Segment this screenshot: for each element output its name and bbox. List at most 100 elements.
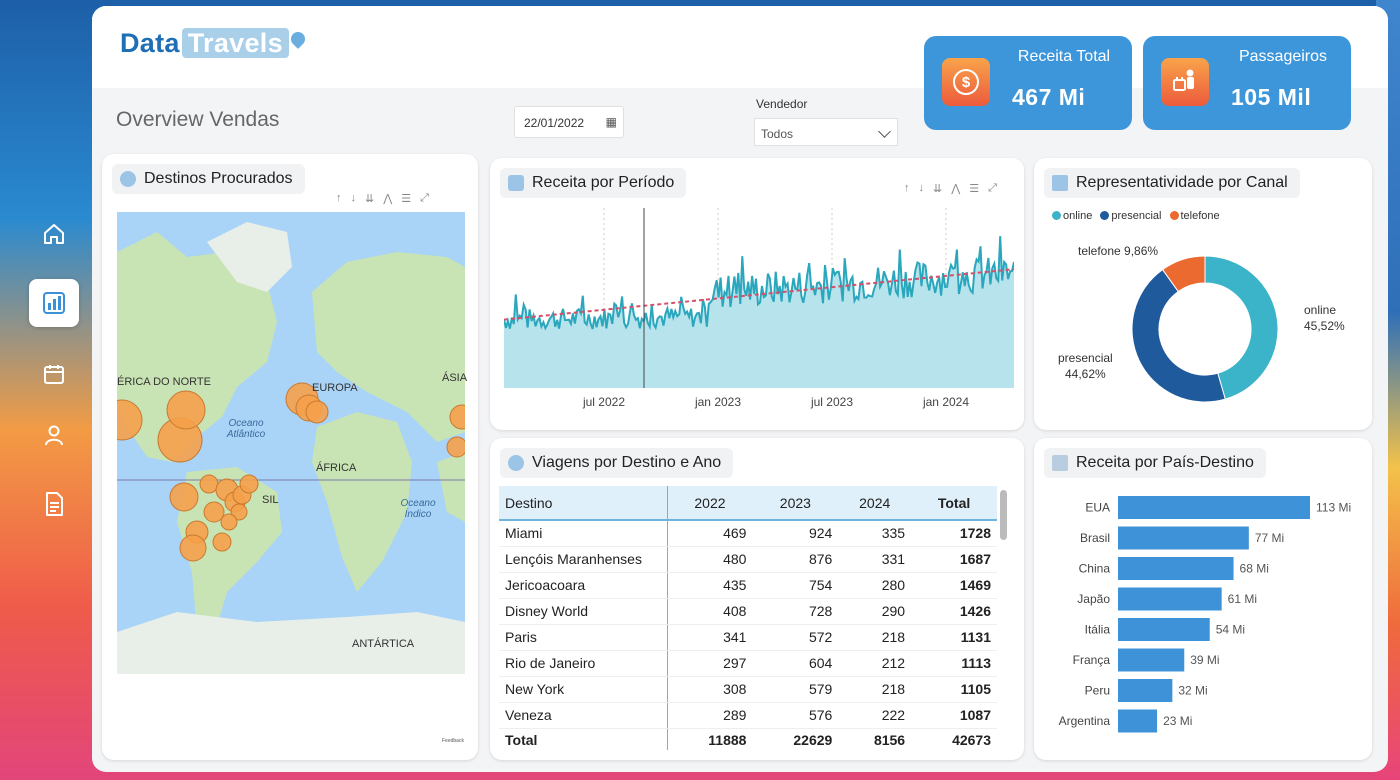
bar[interactable] [1118,709,1158,733]
table-cell: Paris [499,624,668,651]
table-row[interactable]: Jericoacoara 435 754 280 1469 [499,572,997,599]
table-row[interactable]: Paris 341 572 218 1131 [499,624,997,651]
nav-calendar[interactable] [29,350,79,398]
bar-chart-icon [43,292,65,314]
bar-value-label: 39 Mi [1190,653,1219,667]
revenue-line[interactable] [504,236,1014,331]
donut-slice[interactable] [1204,255,1279,400]
table-cell: 754 [752,572,839,599]
vendor-dropdown[interactable]: Todos [754,118,898,146]
x-tick-label: jul 2022 [582,395,625,409]
nav-home[interactable] [29,210,79,258]
bar[interactable] [1118,587,1222,611]
legend-presencial[interactable]: presencial [1100,210,1162,222]
table-cell: 1131 [911,624,997,651]
table-row[interactable]: Rio de Janeiro 297 604 212 1113 [499,650,997,677]
kpi-label: Passageiros [1238,48,1328,65]
sort-up-icon[interactable]: ↑ [904,182,910,194]
column-header[interactable]: 2024 [838,486,912,521]
table-row[interactable]: New York 308 579 218 1105 [499,676,997,703]
user-icon [45,425,63,446]
sort-down-icon[interactable]: ↓ [350,192,357,204]
table-cell: 579 [752,676,839,703]
revenue-line-chart[interactable]: jul 2022 jan 2023 jul 2023 jan 2024 [504,208,1014,420]
bar-value-label: 23 Mi [1163,714,1192,728]
bar[interactable] [1118,557,1234,580]
table-cell: New York [499,676,668,703]
feedback-link[interactable]: Feedback [442,738,464,744]
table-cell: 1469 [911,572,997,599]
table-scrollbar[interactable] [1000,490,1007,540]
column-header[interactable]: Total [911,486,997,521]
table-cell: 341 [667,624,753,651]
bar[interactable] [1118,679,1173,702]
focus-mode-icon[interactable]: ⤢ [420,192,429,204]
chevron-down-icon [878,125,891,138]
nav-document[interactable] [29,480,79,528]
sort-down-icon[interactable]: ↓ [918,182,925,194]
table-header-row: Destino 2022 2023 2024 Total [499,486,997,521]
passenger-luggage-icon [1161,58,1209,106]
donut-title-chip: Representatividade por Canal [1044,168,1300,198]
table-cell: 1687 [911,546,997,573]
country-revenue-card: Receita por País-Destino EUA 113 Mi Brasil… [1034,438,1372,760]
megaphone-icon [1052,175,1068,191]
table-cell: 280 [838,572,912,599]
calendar-icon[interactable]: ▦ [605,115,617,129]
kpi-value: 467 Mi [1012,84,1086,110]
table-cell: 480 [667,546,753,573]
home-icon [44,224,64,244]
bar-chart-title: Receita por País-Destino [1076,454,1254,471]
bar[interactable] [1118,496,1310,519]
revenue-period-card: Receita por Período ↑ ↓ ⇊ ⋀ ☰ ⤢ jul 2022 jan 2… [490,158,1024,430]
table-cell: 297 [667,650,753,677]
donut-slice[interactable] [1131,268,1226,403]
table-cell: Lençóis Maranhenses [499,546,668,573]
expand-hierarchy-icon[interactable]: ⇊ [365,193,375,205]
country-bar-chart[interactable]: EUA 113 Mi Brasil 77 Mi China 68 Mi Japão 61 Mi… [1034,492,1372,752]
table-cell: Rio de Janeiro [499,650,668,677]
filter-icon[interactable]: ☰ [401,193,412,205]
logo-text-travels: Travels [181,28,289,58]
total-cell: 22629 [793,732,833,749]
drill-icon[interactable]: ⋀ [383,193,393,205]
channel-donut-chart[interactable] [1130,254,1280,404]
sort-up-icon[interactable]: ↑ [336,192,342,204]
nav-user[interactable] [29,411,79,459]
line-chart-title-chip: Receita por Período [500,168,687,198]
world-map[interactable] [117,212,465,674]
bar-category-label: EUA [1085,501,1110,515]
table-row[interactable]: Veneza 289 576 222 1087 [499,702,997,729]
column-header[interactable]: 2022 [667,486,753,521]
drill-icon[interactable]: ⋀ [951,183,961,195]
kpi-passageiros: Passageiros 105 Mil [1143,36,1351,130]
channel-share-card: Representatividade por Canal online pres… [1034,158,1372,430]
bar[interactable] [1118,618,1210,641]
table-row[interactable]: Disney World 408 728 290 1426 [499,598,997,625]
legend-telefone[interactable]: telefone [1169,210,1220,222]
table-cell: 218 [838,624,912,651]
donut-slice[interactable] [1161,255,1206,293]
filter-icon[interactable]: ☰ [969,183,980,195]
map-icon [508,175,524,191]
bar[interactable] [1118,648,1185,672]
legend-online[interactable]: online [1052,210,1092,222]
map-title-chip: Destinos Procurados [112,164,305,194]
map-label-brazil: SIL [262,494,279,506]
focus-mode-icon[interactable]: ⤢ [988,182,997,194]
bar[interactable] [1118,526,1249,550]
date-filter[interactable]: 22/01/2022 ▦ [514,106,624,138]
table-cell: 1105 [911,676,997,703]
table-cell: 335 [838,520,912,547]
nav-overview[interactable] [29,279,79,327]
table-row[interactable]: Lençóis Maranhenses 480 876 331 1687 [499,546,997,573]
table-cell: 308 [667,676,753,703]
column-header[interactable]: Destino [499,486,668,521]
trips-table[interactable]: Destino 2022 2023 2024 Total Miami 469 924 335 17… [499,486,997,750]
table-row[interactable]: Miami 469 924 335 1728 [499,520,997,547]
column-header[interactable]: 2023 [752,486,839,521]
donut-label-presencial: presencial 44,62% [1058,351,1113,381]
trend-line [504,268,1014,321]
expand-hierarchy-icon[interactable]: ⇊ [933,183,943,195]
bar-chart-title-chip: Receita por País-Destino [1044,448,1266,478]
